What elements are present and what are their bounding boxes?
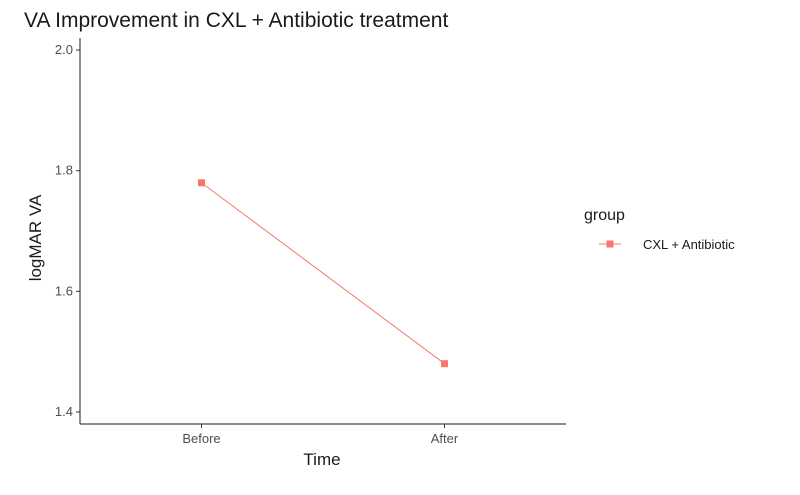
legend-title: group: [584, 207, 625, 224]
y-tick-label: 1.6: [55, 283, 73, 298]
x-tick-label: Before: [182, 431, 220, 446]
legend: group CXL + Antibiotic: [584, 207, 735, 252]
y-tick-label: 1.8: [55, 163, 73, 178]
y-tick-label: 1.4: [55, 404, 73, 419]
y-axis-title: logMAR VA: [26, 194, 45, 281]
legend-items: CXL + Antibiotic: [599, 237, 735, 252]
plot-area: 1.4 1.6 1.8 2.0 Before After: [55, 38, 566, 446]
data-point: [441, 360, 448, 368]
series-layer: [198, 179, 448, 368]
y-axis-ticks: 1.4 1.6 1.8 2.0: [55, 42, 80, 419]
data-point: [198, 179, 205, 187]
chart-title: VA Improvement in CXL + Antibiotic treat…: [24, 9, 448, 32]
legend-key-marker: [606, 240, 614, 248]
legend-label: CXL + Antibiotic: [643, 237, 735, 252]
x-axis-ticks: Before After: [182, 424, 459, 446]
x-tick-label: After: [431, 431, 459, 446]
y-tick-label: 2.0: [55, 42, 73, 57]
series-line: [201, 182, 445, 365]
x-axis-title: Time: [303, 450, 340, 469]
